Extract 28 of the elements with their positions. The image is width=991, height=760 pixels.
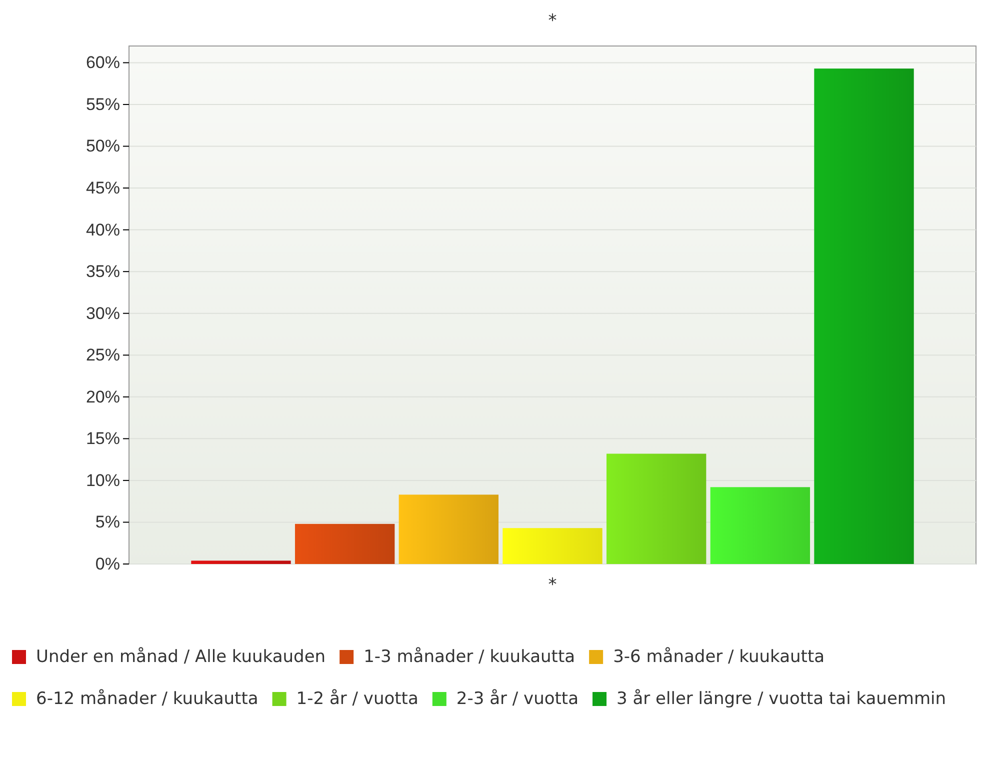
bar	[294, 524, 395, 564]
bar	[606, 454, 706, 564]
bar	[502, 528, 602, 564]
bar	[191, 560, 291, 564]
y-tick-label: 45%	[86, 178, 120, 198]
bar	[710, 487, 810, 564]
chart-title: *	[548, 11, 557, 31]
legend-label: 3-6 månader / kuukautta	[613, 647, 825, 667]
legend-label: 3 år eller längre / vuotta tai kauemmin	[616, 689, 946, 709]
y-tick-label: 40%	[86, 220, 120, 240]
y-tick-label: 5%	[95, 512, 120, 532]
y-tick-label: 25%	[86, 346, 120, 365]
y-tick-label: 15%	[86, 429, 120, 448]
legend-label: Under en månad / Alle kuukauden	[36, 647, 326, 667]
y-tick-label: 30%	[86, 304, 120, 323]
bar	[814, 68, 914, 564]
legend-label: 6-12 månader / kuukautta	[36, 689, 258, 709]
y-tick-label: 50%	[86, 136, 120, 156]
legend-label: 1-3 månader / kuukautta	[364, 647, 576, 667]
y-tick-label: 55%	[86, 94, 120, 114]
legend-label: 2-3 år / vuotta	[456, 689, 579, 709]
y-tick-label: 10%	[86, 470, 120, 490]
bar	[398, 494, 499, 564]
y-tick-label: 20%	[86, 387, 120, 406]
y-tick-label: 0%	[95, 554, 120, 574]
y-tick-label: 60%	[86, 53, 120, 72]
legend-label: 1-2 år / vuotta	[296, 689, 418, 709]
y-tick-label: 35%	[86, 262, 120, 282]
